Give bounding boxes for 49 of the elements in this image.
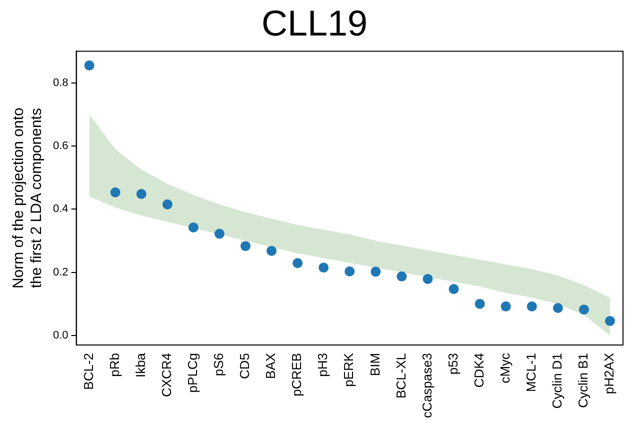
point [344,266,355,276]
point [84,60,94,70]
point [448,284,459,294]
y-tick-label: 0.0 [52,330,68,342]
point [266,246,277,256]
point [136,188,146,199]
x-tick-label: pH3 [315,352,330,377]
x-tick-label: CXCR4 [158,352,174,398]
x-tick-label: BIM [367,352,382,376]
point [188,222,198,232]
point [240,241,251,252]
y-tick-label: 0.2 [52,266,68,278]
x-tick-label: BCL-2 [80,352,96,390]
x-tick-label: CDK4 [471,352,486,388]
point [110,187,120,198]
y-axis-title: Norm of the projection onto the first 2 LDA components [10,108,46,289]
x-tick-label: pRb [106,352,122,377]
x-tick-label: MCL-1 [523,352,538,392]
x-tick-label: Cyclin D1 [549,352,564,409]
x-tick-label: p53 [445,352,460,375]
point [552,303,563,314]
point [396,271,407,282]
point [578,304,589,315]
x-tick-label: cMyc [497,352,512,384]
x-tick-label: BAX [263,352,278,379]
x-tick-label: pH2AX [602,352,617,394]
y-tick-label: 0.8 [52,76,68,89]
point [474,298,485,309]
x-tick-label: pPLCg [185,352,200,393]
chart-title: CLL19 [261,2,368,44]
x-tick-label: Ikba [132,352,148,378]
y-tick-label: 0.6 [52,140,68,152]
y-tick-label: 0.4 [52,203,68,216]
x-tick-label: cCaspase3 [419,352,434,418]
x-tick-label: pS6 [211,352,226,376]
point [500,301,511,312]
point [162,199,172,210]
x-tick-label: Cyclin B1 [576,352,591,408]
point [422,274,433,284]
point [214,228,224,239]
point [526,301,537,312]
point [292,258,303,268]
x-tick-label: pCREB [289,352,304,396]
point [370,266,381,277]
x-tick-label: pERK [341,352,356,387]
point [318,262,329,273]
x-tick-label: CD5 [237,352,252,379]
point [604,316,615,326]
x-tick-label: BCL-XL [393,352,408,398]
